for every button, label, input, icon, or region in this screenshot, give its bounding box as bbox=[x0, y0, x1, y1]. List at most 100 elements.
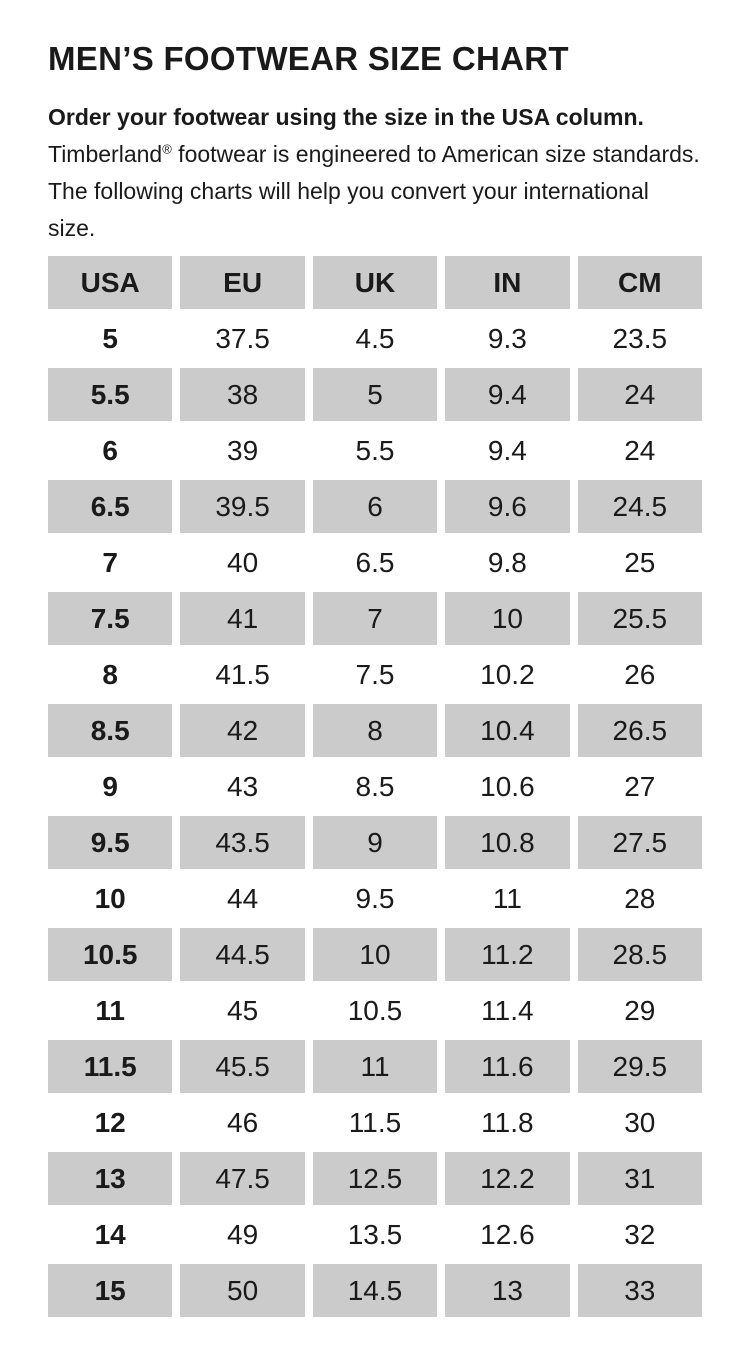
table-cell: 43 bbox=[180, 760, 305, 813]
table-cell: 30 bbox=[577, 1096, 702, 1149]
table-cell: 10.5 bbox=[312, 984, 438, 1037]
table-cell: 5.5 bbox=[312, 424, 438, 477]
table-cell: 39 bbox=[180, 424, 305, 477]
table-cell: 13 bbox=[48, 1152, 173, 1205]
table-cell: 41.5 bbox=[180, 648, 305, 701]
table-cell: 12.5 bbox=[312, 1152, 438, 1205]
table-cell: 9.4 bbox=[445, 368, 570, 421]
table-cell: 9.8 bbox=[445, 536, 570, 589]
table-cell: 46 bbox=[180, 1096, 305, 1149]
table-cell: 8 bbox=[48, 648, 173, 701]
table-cell: 27.5 bbox=[577, 816, 702, 869]
table-cell: 47.5 bbox=[180, 1152, 305, 1205]
table-cell: 10.2 bbox=[445, 648, 570, 701]
table-cell: 8.5 bbox=[48, 704, 173, 757]
table-cell: 10 bbox=[312, 928, 438, 981]
table-cell: 38 bbox=[180, 368, 305, 421]
table-cell: 29 bbox=[577, 984, 702, 1037]
table-cell: 7 bbox=[312, 592, 438, 645]
table-cell: 9 bbox=[48, 760, 173, 813]
table-cell: 12 bbox=[48, 1096, 173, 1149]
table-cell: 11.8 bbox=[445, 1096, 570, 1149]
table-cell: 42 bbox=[180, 704, 305, 757]
table-cell: 6.5 bbox=[312, 536, 438, 589]
table-cell: 43.5 bbox=[180, 816, 305, 869]
table-cell: 8.5 bbox=[312, 760, 438, 813]
table-cell: 45 bbox=[180, 984, 305, 1037]
table-cell: 24 bbox=[577, 368, 702, 421]
table-cell: 6 bbox=[312, 480, 438, 533]
brand-name: Timberland bbox=[48, 141, 163, 167]
table-cell: 39.5 bbox=[180, 480, 305, 533]
table-cell: 45.5 bbox=[180, 1040, 305, 1093]
table-cell: 29.5 bbox=[577, 1040, 702, 1093]
table-cell: 10.5 bbox=[48, 928, 173, 981]
table-cell: 12.6 bbox=[445, 1208, 570, 1261]
table-cell: 24 bbox=[577, 424, 702, 477]
table-cell: 7.5 bbox=[312, 648, 438, 701]
table-cell: 9.5 bbox=[48, 816, 173, 869]
table-cell: 5.5 bbox=[48, 368, 173, 421]
table-cell: 6.5 bbox=[48, 480, 173, 533]
table-cell: 44 bbox=[180, 872, 305, 925]
size-table: USA EU UK IN CM 5 37.5 4.5 9.3 23.5 5.5 38 5 9.4 24 6 39… bbox=[48, 256, 702, 1317]
column-header-eu: EU bbox=[180, 256, 305, 309]
page-title: MEN’S FOOTWEAR SIZE CHART bbox=[48, 40, 569, 77]
intro-emphasis: Order your footwear using the size in th… bbox=[48, 104, 644, 130]
table-cell: 26 bbox=[577, 648, 702, 701]
table-cell: 24.5 bbox=[577, 480, 702, 533]
table-cell: 6 bbox=[48, 424, 173, 477]
table-cell: 4.5 bbox=[312, 312, 438, 365]
table-cell: 14.5 bbox=[312, 1264, 438, 1317]
table-cell: 15 bbox=[48, 1264, 173, 1317]
table-cell: 11.4 bbox=[445, 984, 570, 1037]
table-cell: 49 bbox=[180, 1208, 305, 1261]
table-cell: 9.6 bbox=[445, 480, 570, 533]
table-cell: 13.5 bbox=[312, 1208, 438, 1261]
table-cell: 9.5 bbox=[312, 872, 438, 925]
table-cell: 10 bbox=[48, 872, 173, 925]
table-cell: 11.6 bbox=[445, 1040, 570, 1093]
table-cell: 11.5 bbox=[48, 1040, 173, 1093]
table-cell: 31 bbox=[577, 1152, 702, 1205]
table-cell: 11.5 bbox=[312, 1096, 438, 1149]
table-cell: 40 bbox=[180, 536, 305, 589]
table-cell: 9.3 bbox=[445, 312, 570, 365]
table-cell: 32 bbox=[577, 1208, 702, 1261]
table-cell: 9 bbox=[312, 816, 438, 869]
column-header-uk: UK bbox=[312, 256, 438, 309]
column-header-cm: CM bbox=[577, 256, 702, 309]
table-cell: 11 bbox=[445, 872, 570, 925]
table-cell: 25 bbox=[577, 536, 702, 589]
table-cell: 12.2 bbox=[445, 1152, 570, 1205]
table-cell: 33 bbox=[577, 1264, 702, 1317]
table-cell: 23.5 bbox=[577, 312, 702, 365]
table-cell: 5 bbox=[48, 312, 173, 365]
column-header-in: IN bbox=[445, 256, 570, 309]
table-cell: 10 bbox=[445, 592, 570, 645]
table-cell: 5 bbox=[312, 368, 438, 421]
table-cell: 37.5 bbox=[180, 312, 305, 365]
table-cell: 11.2 bbox=[445, 928, 570, 981]
table-cell: 11 bbox=[312, 1040, 438, 1093]
table-cell: 7 bbox=[48, 536, 173, 589]
table-cell: 10.6 bbox=[445, 760, 570, 813]
table-cell: 14 bbox=[48, 1208, 173, 1261]
table-cell: 10.8 bbox=[445, 816, 570, 869]
table-cell: 44.5 bbox=[180, 928, 305, 981]
table-cell: 11 bbox=[48, 984, 173, 1037]
table-cell: 13 bbox=[445, 1264, 570, 1317]
table-cell: 10.4 bbox=[445, 704, 570, 757]
table-cell: 41 bbox=[180, 592, 305, 645]
table-cell: 50 bbox=[180, 1264, 305, 1317]
column-header-usa: USA bbox=[48, 256, 173, 309]
table-cell: 8 bbox=[312, 704, 438, 757]
table-cell: 9.4 bbox=[445, 424, 570, 477]
intro-paragraph-text: footwear is engineered to American size … bbox=[48, 141, 700, 241]
table-cell: 27 bbox=[577, 760, 702, 813]
table-cell: 28 bbox=[577, 872, 702, 925]
table-cell: 7.5 bbox=[48, 592, 173, 645]
table-cell: 28.5 bbox=[577, 928, 702, 981]
intro-paragraph: Timberland® footwear is engineered to Am… bbox=[48, 136, 702, 247]
